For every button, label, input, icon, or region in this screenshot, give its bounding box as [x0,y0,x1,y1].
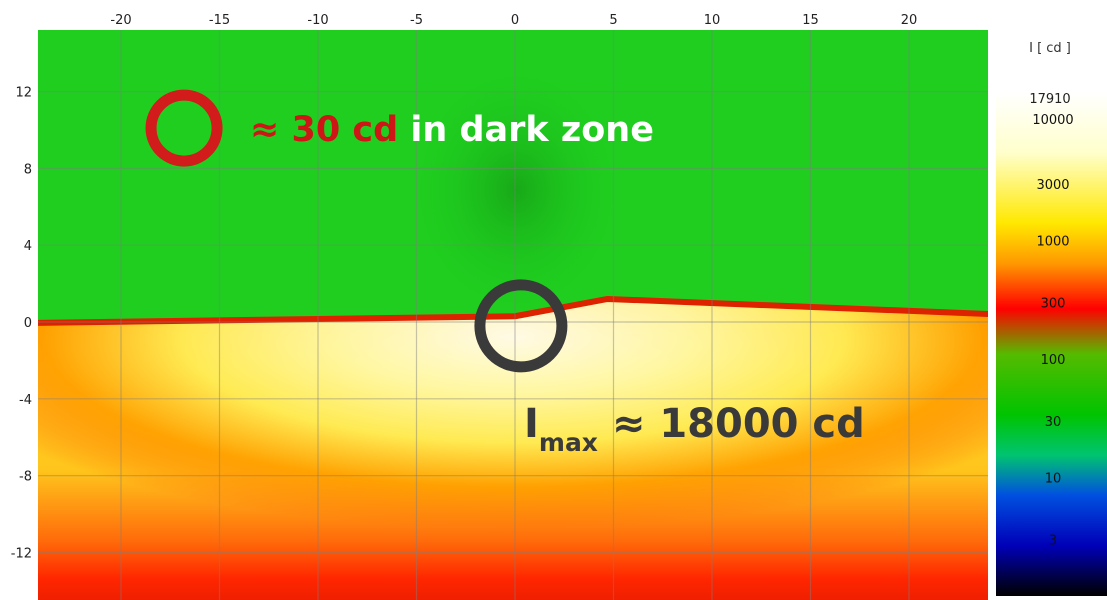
imax-subscript: max [538,428,598,457]
y-tick-label: 0 [24,316,32,331]
x-tick-label: 0 [511,13,519,28]
x-tick-label: -20 [110,13,131,28]
colorbar-gradient [996,92,1107,596]
colorbar-label: 10000 [1032,113,1073,128]
dark-zone-value: ≈ 30 cd [250,110,399,150]
y-tick-label: 4 [24,239,32,254]
colorbar-label: 3000 [1036,178,1069,193]
colorbar-label: 1000 [1036,234,1069,249]
x-tick-label: -15 [209,13,230,28]
y-tick-label: 12 [15,86,32,101]
dark-zone-text: in dark zone [410,110,654,150]
colorbar-max-label: 17910 [1029,92,1070,107]
x-tick-label: 5 [609,13,617,28]
colorbar-labels: 10000 3000 1000 300 100 30 10 3 [1032,113,1073,548]
imax-annotation: Imax ≈ 18000 cd [524,398,865,457]
max-intensity-marker [474,279,568,373]
colorbar-label: 300 [1041,296,1066,311]
green-smudge [406,60,626,320]
imax-symbol: I [524,401,539,447]
colorbar-label: 3 [1049,533,1057,548]
y-tick-label: -12 [11,546,32,561]
x-tick-label: 20 [901,13,918,28]
colorbar-label: 100 [1041,353,1066,368]
x-tick-label: 10 [704,13,721,28]
dark-zone-marker [145,89,223,167]
colorbar-label: 10 [1045,471,1062,486]
plot-area [38,30,988,600]
x-tick-label: -5 [410,13,423,28]
colorbar-title: I [ cd ] [1029,41,1071,56]
y-tick-label: -4 [19,393,32,408]
x-tick-labels: -20 -15 -10 -5 0 5 10 15 20 [110,13,917,28]
imax-value: ≈ 18000 cd [611,401,865,447]
y-tick-label: -8 [19,470,32,485]
dark-zone-annotation: ≈ 30 cd in dark zone [250,108,654,152]
x-tick-label: 15 [802,13,819,28]
y-tick-labels: 12 8 4 0 -4 -8 -12 [11,86,32,562]
y-tick-label: 8 [24,162,32,177]
x-tick-label: -10 [307,13,328,28]
colorbar: I [ cd ] 17910 10000 3000 1000 300 100 30 10 3 [996,32,1107,600]
colorbar-label: 30 [1045,415,1062,430]
hot-spot-region [38,298,988,600]
